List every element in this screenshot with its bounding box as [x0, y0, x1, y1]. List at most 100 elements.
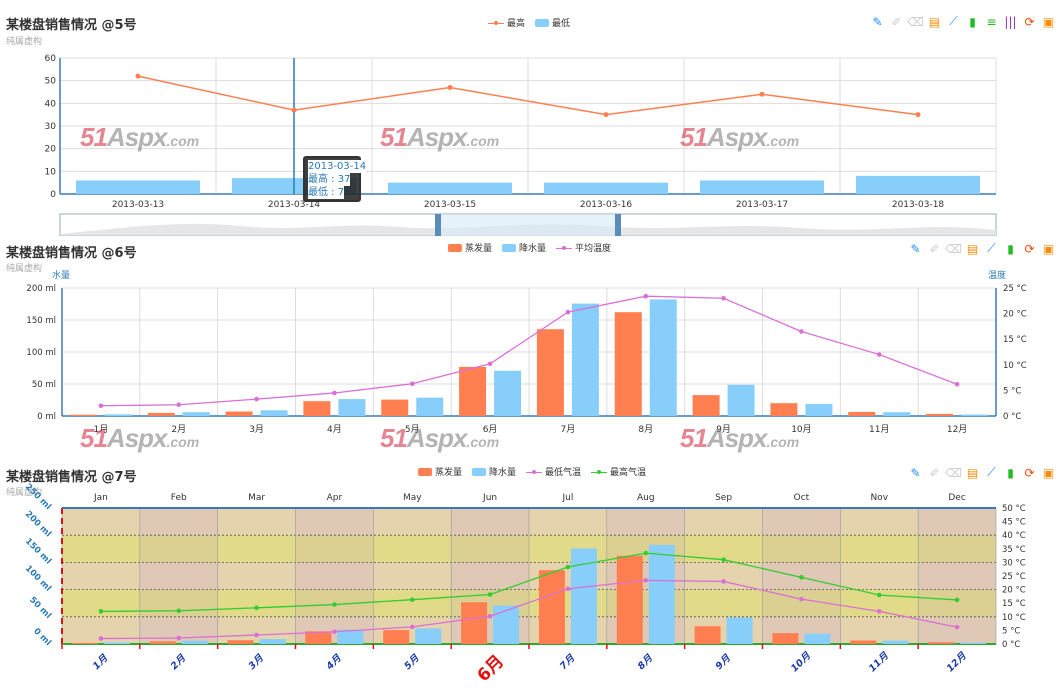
bar-precipitation: [571, 303, 599, 416]
x-tick-label: 2月: [171, 424, 186, 435]
mark-clear-icon[interactable]: ⌫: [945, 241, 962, 256]
x-tick-label: 2月: [169, 653, 189, 673]
mark-icon[interactable]: ✎: [910, 241, 921, 256]
bar-precipitation: [338, 399, 366, 416]
chart-panel-3: 某楼盘销售情况 @7号 纯属虚构 蒸发量 降水量 最低气温 最高气温 ✎ ✐ ⌫ ▤ ⟋…: [0, 462, 1064, 688]
datazoom-handle-right: [615, 214, 621, 236]
bar-chart-icon[interactable]: ▮: [1007, 241, 1014, 256]
mark-clear-icon[interactable]: ⌫: [945, 465, 962, 480]
tooltip-high: 最高 : 37: [308, 173, 351, 186]
mark-undo-icon[interactable]: ✐: [929, 465, 940, 480]
line-chart-icon[interactable]: ⟋: [987, 465, 996, 479]
bar-evaporation: [850, 640, 877, 644]
x-tick-label: 11月: [867, 650, 891, 674]
x-tick-label: 7月: [558, 653, 578, 673]
line-chart-icon[interactable]: ⟋: [987, 241, 996, 255]
legend-label: 降水量: [489, 468, 517, 478]
x-tick-label: 2013-03-18: [892, 200, 945, 210]
bar-precipitation: [182, 412, 210, 416]
save-image-icon[interactable]: ▣: [1042, 465, 1055, 480]
line-chart-icon[interactable]: ⟋: [949, 14, 958, 28]
legend-label: 最高: [507, 19, 526, 29]
x-tick-label: 2013-03-13: [112, 200, 164, 210]
restore-icon[interactable]: ⟳: [1024, 241, 1035, 256]
bar-precipitation: [337, 629, 364, 644]
point-min-temp: [799, 596, 804, 602]
legend-item-precipitation[interactable]: 降水量: [502, 241, 546, 254]
point-avg-temp: [487, 361, 493, 367]
legend-item-evaporation[interactable]: 蒸发量: [418, 465, 462, 478]
legend-item-max-temp[interactable]: 最高气温: [591, 465, 646, 478]
data-view-icon[interactable]: ▤: [966, 465, 979, 480]
bar-precipitation: [961, 414, 989, 416]
split-area-band: [139, 508, 218, 644]
line-swatch-icon: [526, 468, 543, 476]
bar-evaporation: [538, 570, 565, 644]
bar-evaporation: [305, 631, 332, 644]
point-avg-temp: [254, 396, 259, 402]
x-tick-label: 10月: [789, 650, 813, 674]
legend-item-high[interactable]: 最高: [488, 16, 525, 29]
toolbox: ✎ ✐ ⌫ ▤ ⟋ ▮ ≡ ||| ⟳ ▣: [870, 14, 1056, 29]
bar-evaporation: [147, 412, 175, 416]
mark-undo-icon[interactable]: ✐: [929, 241, 940, 256]
tooltip-low: 最低 : 7: [308, 186, 345, 199]
restore-icon[interactable]: ⟳: [1024, 14, 1035, 29]
bar-precipitation: [260, 410, 288, 416]
legend-label: 蒸发量: [435, 468, 463, 478]
legend-item-avg-temp[interactable]: 平均温度: [556, 241, 611, 254]
y2-tick-label: 5 °C: [1002, 626, 1020, 636]
toolbox: ✎ ✐ ⌫ ▤ ⟋ ▮ ⟳ ▣: [908, 465, 1056, 480]
bar-low: [76, 180, 200, 194]
bar-precipitation: [416, 397, 444, 416]
tiled-icon[interactable]: |||: [1004, 14, 1017, 29]
restore-icon[interactable]: ⟳: [1024, 465, 1035, 480]
point-min-temp: [876, 609, 882, 614]
legend-item-evaporation[interactable]: 蒸发量: [448, 241, 492, 254]
bar-swatch-icon: [502, 243, 517, 252]
legend-label: 最低: [552, 19, 571, 29]
x-tick-label: 12月: [945, 650, 969, 674]
y2-tick-label: 25 °C: [1003, 284, 1027, 294]
data-view-icon[interactable]: ▤: [966, 241, 979, 256]
bar-precipitation: [883, 412, 911, 416]
y2-tick-label: 10 °C: [1002, 613, 1026, 623]
split-area-band: [840, 508, 919, 644]
x-tick-label: 7月: [561, 424, 576, 435]
x-tick-label: 3月: [249, 424, 264, 435]
x-tick-label: 1月: [91, 653, 111, 673]
point-min-temp: [254, 632, 259, 638]
bar-chart-icon[interactable]: ▮: [969, 14, 976, 29]
point-avg-temp: [876, 352, 882, 357]
mark-icon[interactable]: ✎: [872, 14, 883, 29]
stack-icon[interactable]: ≡: [986, 14, 997, 29]
save-image-icon[interactable]: ▣: [1042, 241, 1055, 256]
y2-tick-label: 5 °C: [1003, 386, 1021, 396]
mark-icon[interactable]: ✎: [910, 465, 921, 480]
x-tick-label: 2013-03-16: [580, 200, 633, 210]
bar-precipitation: [805, 403, 833, 416]
mark-undo-icon[interactable]: ✐: [891, 14, 902, 29]
legend-item-min-temp[interactable]: 最低气温: [526, 465, 581, 478]
chart-title: 某楼盘销售情况 @7号: [6, 470, 137, 485]
legend: 蒸发量 降水量 平均温度: [448, 241, 611, 254]
data-view-icon[interactable]: ▤: [928, 14, 941, 29]
save-image-icon[interactable]: ▣: [1042, 14, 1055, 29]
legend-item-low[interactable]: 最低: [535, 16, 570, 29]
bar-precipitation: [960, 642, 987, 644]
mark-clear-icon[interactable]: ⌫: [907, 14, 924, 29]
y-tick-label: 0: [50, 190, 56, 200]
point-max-temp: [565, 564, 571, 570]
bar-chart-icon[interactable]: ▮: [1007, 465, 1014, 480]
point-max-temp: [409, 597, 415, 602]
bar-evaporation: [383, 630, 410, 644]
y2-tick-label: 50 °C: [1002, 504, 1026, 514]
bar-swatch-icon: [535, 18, 550, 27]
legend-item-precipitation[interactable]: 降水量: [472, 465, 516, 478]
point-min-temp: [954, 624, 960, 630]
x-tick-label: 2013-03-14: [268, 200, 321, 210]
y2-axis-name: 温度: [988, 271, 1007, 281]
x-tick-label: 3月: [247, 653, 267, 673]
split-area-band: [217, 508, 296, 644]
